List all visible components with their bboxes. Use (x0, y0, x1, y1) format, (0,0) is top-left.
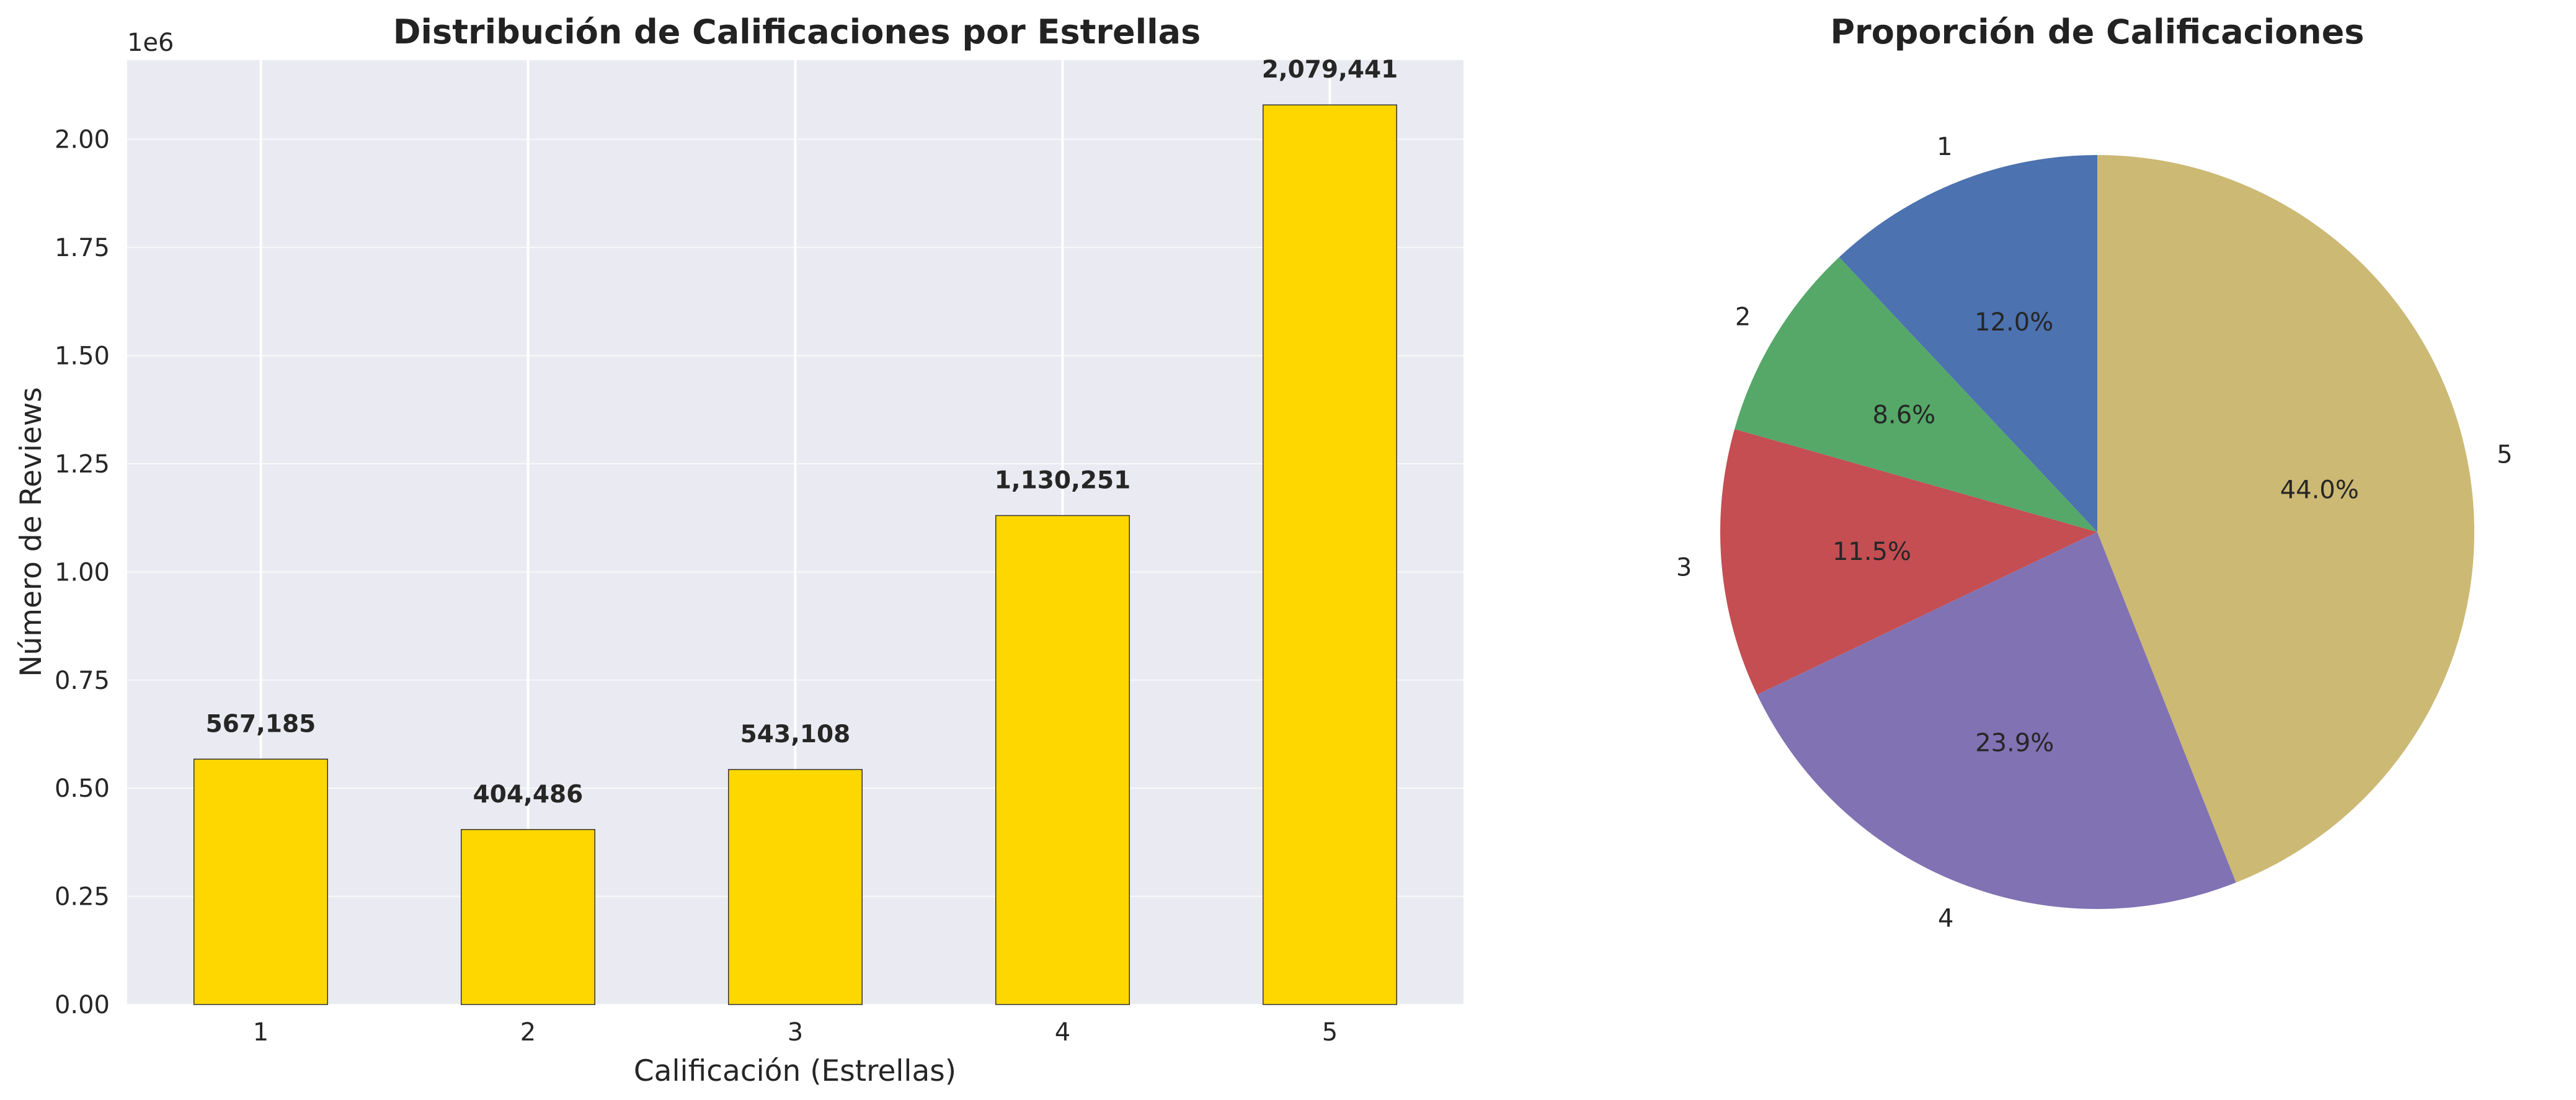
pie-percent-label: 23.9% (1975, 729, 2054, 758)
x-tick-label: 1 (253, 1018, 269, 1047)
bar-chart-title: Distribución de Calificaciones por Estre… (393, 12, 1201, 51)
pie-percent-labels: 12.0% 8.6% 11.5% 23.9% 44.0% (1832, 308, 2359, 758)
y-tick-label: 2.00 (55, 126, 110, 154)
bar-4 (995, 515, 1130, 1005)
y-offset-label: 1e6 (127, 29, 174, 57)
y-tick-label: 0.75 (55, 667, 110, 695)
bar-value-label: 404,486 (473, 781, 584, 809)
x-tick-label: 3 (788, 1018, 803, 1047)
pie-slice-2 (1734, 257, 2097, 532)
bar-chart: Distribución de Calificaciones por Estre… (14, 12, 1463, 1088)
bar-value-label: 543,108 (740, 721, 851, 748)
y-tick-label: 1.50 (55, 342, 110, 371)
y-axis-label: Número de Reviews (14, 387, 48, 677)
pie-slice-label: 1 (1937, 133, 1952, 161)
pie-percent-label: 11.5% (1832, 538, 1911, 566)
bar-x-ticks: 1 2 3 4 5 (253, 1018, 1338, 1047)
pie-slice-5 (2097, 155, 2475, 883)
bar-value-label: 1,130,251 (995, 466, 1131, 494)
bar-data-labels: 567,185 404,486 543,108 1,130,251 2,079,441 (206, 56, 1398, 809)
pie-slice-3 (1720, 429, 2097, 695)
bar-y-ticks: 0.00 0.25 0.50 0.75 1.00 1.25 1.50 1.75 2.00 (55, 126, 110, 1019)
pie-slices (1720, 155, 2475, 909)
y-tick-label: 1.25 (55, 450, 110, 479)
y-tick-label: 1.00 (55, 558, 110, 587)
pie-percent-label: 44.0% (2280, 476, 2359, 505)
pie-labels: 1 2 3 4 5 (1676, 133, 2513, 933)
pie-chart: Proporción de Calificaciones 1 2 3 4 5 12.0%… (1676, 12, 2513, 933)
bar-marks (193, 104, 1397, 1005)
pie-slice-1 (1839, 155, 2097, 532)
y-tick-label: 1.75 (55, 234, 110, 262)
pie-percent-label: 12.0% (1974, 308, 2053, 337)
bar-1 (193, 758, 328, 1005)
y-tick-label: 0.50 (55, 774, 110, 803)
pie-chart-title: Proporción de Calificaciones (1830, 12, 2364, 51)
x-tick-label: 4 (1055, 1018, 1070, 1047)
bar-3 (728, 769, 863, 1005)
bar-2 (461, 829, 595, 1005)
pie-slice-label: 4 (1938, 905, 1953, 933)
pie-slice-label: 2 (1735, 303, 1751, 331)
bar-5 (1263, 104, 1397, 1005)
pie-slice-label: 3 (1676, 554, 1692, 582)
pie-slice-label: 5 (2497, 441, 2512, 469)
y-tick-label: 0.25 (55, 883, 110, 911)
x-tick-label: 5 (1322, 1018, 1338, 1047)
bar-value-label: 567,185 (206, 710, 316, 738)
bar-value-label: 2,079,441 (1262, 56, 1398, 84)
y-tick-label: 0.00 (55, 991, 110, 1019)
pie-slice-4 (1757, 532, 2236, 909)
x-tick-label: 2 (520, 1018, 536, 1047)
pie-percent-label: 8.6% (1873, 401, 1936, 429)
x-axis-label: Calificación (Estrellas) (634, 1054, 956, 1088)
